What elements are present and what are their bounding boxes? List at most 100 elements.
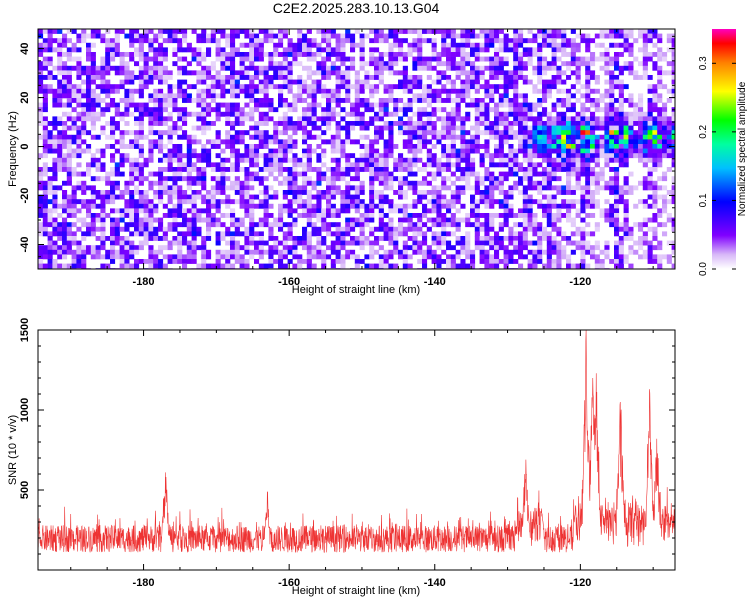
heat-cell — [642, 254, 648, 260]
heat-cell — [249, 213, 255, 218]
heat-cell — [138, 153, 144, 159]
heat-cell — [129, 79, 135, 85]
heat-cell — [537, 222, 543, 228]
heat-cell — [335, 148, 341, 154]
heat-cell — [398, 254, 404, 260]
heat-cell — [191, 222, 197, 228]
heat-cell — [484, 167, 490, 172]
heat-cell — [489, 236, 495, 241]
heat-cell — [306, 213, 312, 218]
heat-cell — [81, 222, 87, 228]
heat-cell — [345, 75, 351, 80]
heat-cell — [441, 217, 447, 223]
heat-cell — [465, 75, 471, 80]
heat-cell — [191, 125, 197, 131]
heat-cell — [546, 38, 552, 44]
heat-cell — [446, 47, 452, 53]
heat-cell — [638, 153, 644, 159]
heat-cell — [551, 134, 557, 140]
heat-cell — [66, 125, 72, 131]
heat-cell — [518, 102, 524, 108]
heat-cell — [494, 162, 500, 168]
heat-cell — [474, 240, 480, 246]
heat-cell — [230, 47, 236, 53]
heat-cell — [330, 65, 336, 71]
heat-cell — [614, 98, 620, 103]
heat-cell — [273, 134, 279, 140]
heat-cell — [657, 56, 663, 62]
heat-cell — [249, 226, 255, 232]
heat-cell — [162, 236, 168, 241]
heat-cell — [90, 190, 96, 195]
heat-cell — [513, 88, 519, 94]
heat-cell — [556, 190, 562, 195]
heat-cell — [292, 167, 298, 172]
heat-cell — [498, 116, 504, 122]
heat-cell — [263, 199, 269, 205]
heat-cell — [364, 263, 370, 269]
heat-cell — [321, 84, 327, 90]
heat-cell — [527, 217, 533, 223]
heat-cell — [263, 249, 269, 255]
heat-cell — [177, 240, 183, 246]
heat-cell — [628, 249, 634, 255]
heat-cell — [422, 249, 428, 255]
heat-cell — [657, 111, 663, 117]
heat-cell — [268, 236, 274, 241]
heat-cell — [201, 208, 207, 214]
heat-cell — [570, 157, 576, 163]
heat-cell — [604, 130, 610, 136]
heat-cell — [196, 139, 202, 145]
heat-cell — [489, 185, 495, 191]
heat-cell — [647, 240, 653, 246]
heat-cell — [278, 180, 284, 186]
heat-cell — [431, 107, 437, 113]
heat-cell — [412, 111, 418, 117]
heat-cell — [76, 139, 82, 145]
heat-cell — [484, 33, 490, 39]
heat-cell — [90, 98, 96, 103]
heat-cell — [95, 29, 101, 34]
heat-cell — [335, 245, 341, 251]
heat-cell — [350, 167, 356, 172]
heat-cell — [364, 107, 370, 113]
heat-cell — [494, 29, 500, 34]
heat-cell — [671, 125, 675, 131]
heat-cell — [186, 222, 192, 228]
heat-cell — [551, 107, 557, 113]
heat-cell — [287, 121, 293, 126]
heat-cell — [148, 56, 154, 62]
heat-cell — [278, 203, 284, 209]
heat-cell — [604, 144, 610, 149]
heat-cell — [234, 217, 240, 223]
heat-cell — [268, 56, 274, 62]
heat-cell — [172, 217, 178, 223]
heat-cell — [244, 213, 250, 218]
heat-cell — [628, 47, 634, 53]
heat-cell — [71, 240, 77, 246]
heat-cell — [465, 70, 471, 76]
heat-cell — [76, 75, 82, 80]
heat-cell — [335, 75, 341, 80]
heat-cell — [422, 176, 428, 182]
heat-cell — [302, 42, 308, 48]
heat-cell — [354, 79, 360, 85]
heat-cell — [537, 70, 543, 76]
heat-cell — [546, 245, 552, 251]
heat-cell — [436, 116, 442, 122]
heat-cell — [138, 167, 144, 172]
heat-cell — [378, 65, 384, 71]
heat-cell — [196, 61, 202, 67]
heat-cell — [81, 171, 87, 177]
heat-cell — [71, 263, 77, 269]
heat-cell — [628, 153, 634, 159]
heat-cell — [402, 84, 408, 90]
heat-cell — [177, 153, 183, 159]
heat-cell — [249, 236, 255, 241]
heat-cell — [446, 42, 452, 48]
heat-cell — [297, 213, 303, 218]
heat-cell — [460, 185, 466, 191]
heat-cell — [450, 259, 456, 264]
heat-cell — [196, 176, 202, 182]
heat-cell — [383, 180, 389, 186]
